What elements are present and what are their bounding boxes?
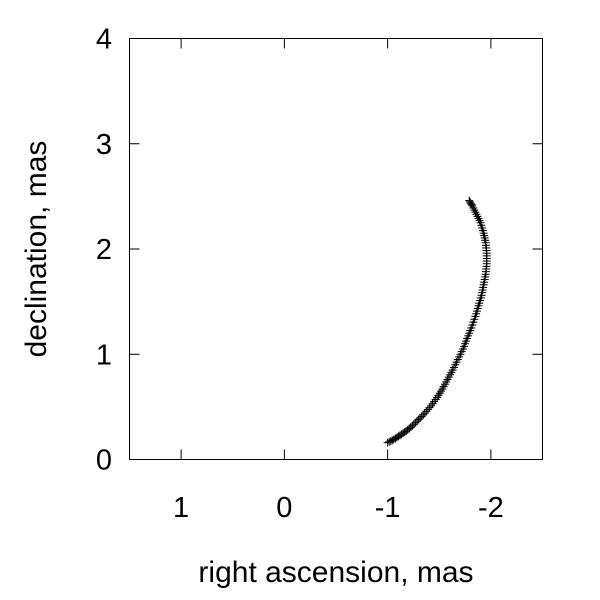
y-tick-label: 0	[96, 445, 112, 477]
plot-frame	[129, 38, 543, 460]
data-point	[428, 399, 437, 408]
y-axis-label: declination, mas	[20, 141, 53, 358]
tick-labels: 1 0 -1 -2 0 1 2 3 4	[96, 24, 504, 525]
data-point	[465, 196, 474, 205]
data-point	[465, 197, 474, 206]
x-tick-label: -1	[375, 492, 401, 524]
data-point	[475, 216, 484, 225]
data-point	[431, 395, 440, 404]
y-tick-label: 2	[96, 234, 112, 266]
data-point	[434, 391, 443, 400]
data-point	[435, 389, 444, 398]
y-tick-label: 4	[96, 24, 112, 56]
data-point	[472, 210, 481, 219]
data-point	[476, 218, 485, 227]
data-point	[426, 401, 435, 410]
x-axis-label: right ascension, mas	[198, 556, 473, 589]
x-tick-label: 1	[173, 492, 189, 524]
y-tick-label: 1	[96, 339, 112, 371]
data-points	[383, 196, 491, 447]
data-point	[433, 393, 442, 402]
y-tick-label: 3	[96, 129, 112, 161]
x-tick-label: -2	[478, 492, 504, 524]
data-point	[469, 203, 478, 212]
data-point	[474, 214, 483, 223]
ticks	[129, 38, 543, 460]
x-tick-label: 0	[276, 492, 292, 524]
data-point	[470, 206, 479, 215]
data-point	[437, 387, 446, 396]
data-point	[473, 212, 482, 221]
data-point	[471, 208, 480, 217]
data-point	[430, 397, 439, 406]
